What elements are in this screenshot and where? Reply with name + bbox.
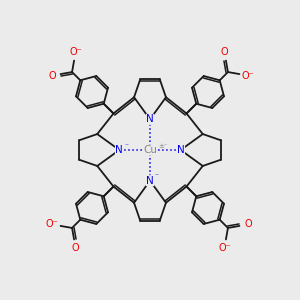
Text: O: O [244,219,252,230]
Text: ±⁻: ±⁻ [158,143,168,149]
Text: O: O [72,243,80,253]
Text: ⁻: ⁻ [124,141,128,150]
Text: N: N [146,176,154,186]
Text: O: O [220,47,228,57]
Text: O⁻: O⁻ [242,70,254,81]
Text: Cu: Cu [143,145,157,155]
Text: N: N [116,145,123,155]
Text: O: O [48,70,56,81]
Text: N: N [146,114,154,124]
Text: ⁻: ⁻ [155,172,159,181]
Text: O⁻: O⁻ [218,243,231,253]
Text: O⁻: O⁻ [46,219,59,230]
Text: N: N [177,145,184,155]
Text: O⁻: O⁻ [69,47,82,57]
